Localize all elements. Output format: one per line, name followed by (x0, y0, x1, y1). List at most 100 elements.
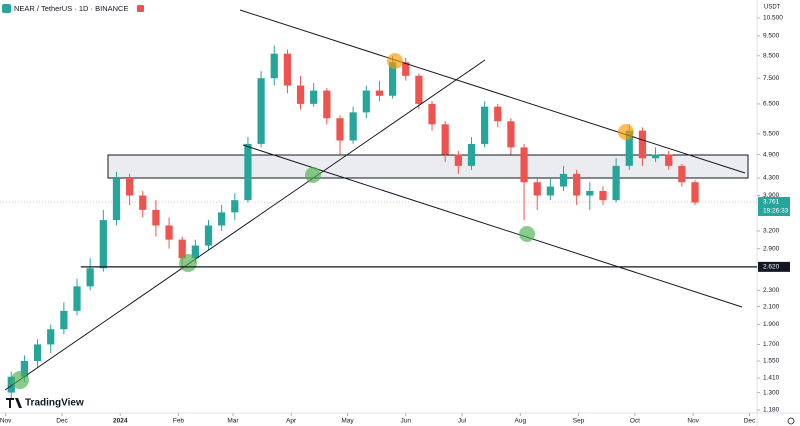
candle-body (257, 78, 265, 144)
level-label-bg (758, 261, 790, 272)
y-tick-label: 2.300 (763, 287, 780, 294)
level-label: 2.620 (763, 264, 780, 271)
x-tick-label: Sep (573, 418, 585, 425)
candle-body (310, 90, 318, 104)
y-tick-label: 2.100 (763, 303, 780, 310)
candle-body (520, 147, 528, 183)
y-tick-label: 1.410 (763, 375, 780, 382)
x-tick-label: Feb (173, 418, 185, 425)
candle-body (191, 245, 199, 259)
x-tick-label: Mar (227, 418, 239, 425)
symbol-icon (2, 4, 11, 13)
candle-body (625, 130, 633, 166)
candle-body (218, 212, 226, 226)
candle-body (139, 195, 147, 210)
candle-body (428, 103, 436, 125)
candle-body (599, 190, 607, 201)
candle-body (454, 154, 462, 166)
touch-marker (618, 124, 634, 140)
candle-body (586, 190, 594, 196)
x-tick-label: Dec (56, 418, 68, 425)
x-tick-label: Oct (630, 418, 640, 425)
trend-line (4, 59, 486, 391)
close-icon[interactable] (137, 5, 144, 12)
y-tick-label: 2.900 (763, 245, 780, 252)
y-tick-label: 1.900 (763, 321, 780, 328)
candle-body (638, 130, 647, 159)
candle-body (467, 143, 476, 166)
candle-body (533, 182, 541, 196)
y-tick-label: 1.180 (763, 407, 780, 414)
y-tick-label: 1.700 (763, 341, 780, 348)
touch-marker (387, 53, 403, 69)
candle-body (7, 376, 15, 393)
trend-line (242, 144, 743, 308)
last-price-label: 3.761 (763, 199, 780, 206)
y-tick-label: 1.550 (763, 358, 780, 365)
candle-body (125, 177, 134, 196)
countdown: 19:26:33 (763, 208, 789, 215)
candle-body (323, 90, 331, 119)
y-tick-label: 5.500 (763, 131, 780, 138)
candle-body (86, 268, 94, 287)
candle-body (178, 239, 186, 259)
zone-rectangle (107, 154, 749, 179)
y-tick-label: 9.500 (763, 33, 780, 40)
x-tick-label: Apr (286, 418, 297, 425)
candle-body (507, 121, 515, 148)
x-tick-label: Aug (515, 418, 527, 425)
candle-body (494, 106, 502, 122)
candle-body (415, 75, 423, 104)
candle-body (388, 62, 397, 96)
settings-icon[interactable] (787, 417, 795, 425)
y-tick-label: 6.500 (763, 101, 780, 108)
candle-body (165, 225, 173, 240)
candle-body (651, 154, 660, 159)
symbol-title: NEAR / TetherUS · 1D · BINANCE (14, 4, 128, 13)
candle-body (270, 53, 278, 79)
x-tick-label: Nov (687, 418, 699, 425)
candle-body (573, 173, 581, 196)
x-tick-label: Jul (458, 418, 467, 425)
candle-body (112, 177, 121, 221)
candle-body (612, 165, 620, 201)
candle-body (362, 90, 370, 113)
candle-body (559, 173, 568, 187)
candle-body (33, 344, 42, 362)
y-tick-label: 8.500 (763, 52, 780, 59)
x-tick-label: Nov (0, 418, 12, 425)
candle-body (546, 186, 554, 196)
candle-body (678, 165, 686, 183)
candle-body (283, 53, 292, 86)
candle-body (152, 209, 160, 226)
candle-body (665, 154, 673, 166)
candle-body (99, 220, 107, 269)
candle-body (47, 329, 55, 345)
x-tick-label: 2024 (113, 418, 128, 425)
x-tick-label: Jun (400, 418, 411, 425)
candle-body (691, 182, 699, 203)
touch-marker (11, 371, 29, 389)
touch-marker (519, 226, 535, 242)
candle-body (231, 200, 239, 213)
candle-body (481, 106, 489, 144)
candle-body (441, 124, 449, 155)
candle-body (204, 225, 213, 246)
y-tick-label: 1.300 (763, 389, 780, 396)
markers (11, 53, 634, 389)
candle-body (20, 361, 29, 377)
y-tick-label: 10.500 (763, 15, 783, 22)
x-tick-label: Dec (744, 418, 756, 425)
logo-icon (6, 398, 22, 408)
candle-body (244, 143, 252, 201)
logo: TradingView (25, 398, 84, 409)
y-tick-label: 4.900 (763, 151, 780, 158)
candle-body (60, 310, 68, 330)
y-tick-label: 7.500 (763, 75, 780, 82)
candle-body (402, 62, 410, 76)
touch-marker (305, 167, 321, 183)
trend-line (239, 9, 746, 174)
y-tick-label: 3.200 (763, 228, 780, 235)
